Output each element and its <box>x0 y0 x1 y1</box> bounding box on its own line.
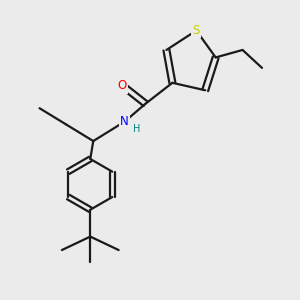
Text: O: O <box>117 79 126 92</box>
Text: S: S <box>193 24 200 37</box>
Text: H: H <box>134 124 141 134</box>
Text: N: N <box>120 115 129 128</box>
